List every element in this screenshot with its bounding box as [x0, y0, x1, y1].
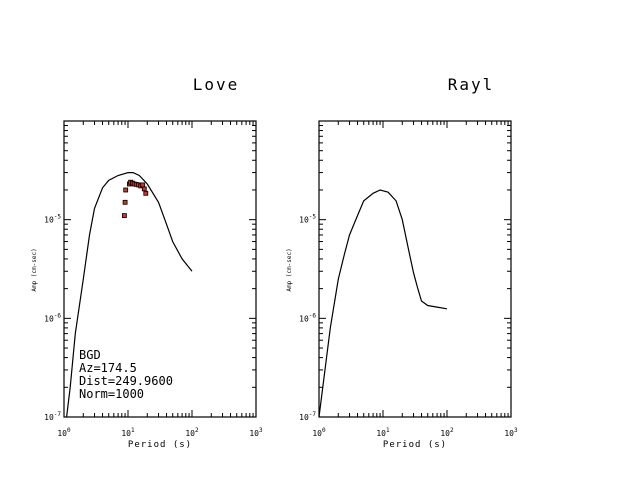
love-x-axis-label: Period (s) [128, 440, 192, 450]
love-ticks: 100 101 102 103 10-7 10-6 10-5 [44, 121, 263, 438]
love-data-point [140, 182, 146, 188]
rayl-title: Rayl [448, 75, 495, 94]
love-info-block: BGD Az=174.5 Dist=249.9600 Norm=1000 [79, 348, 173, 401]
love-curves [66, 172, 193, 418]
love-data-point [123, 187, 129, 193]
love-plot-frame [63, 120, 257, 418]
rayl-y-tick-label: 10-7 [299, 411, 316, 422]
love-x-tick-label: 101 [121, 427, 135, 438]
love-x-tick-label: 102 [185, 427, 199, 438]
station-label: BGD [79, 348, 101, 362]
love-y-tick-label: 10-5 [44, 214, 61, 225]
azimuth-label: Az=174.5 [79, 361, 137, 375]
rayl-x-tick-label: 100 [312, 427, 326, 438]
rayl-y-axis-label: Amp (cm-sec) [286, 248, 293, 291]
rayl-curves [318, 189, 448, 418]
rayl-x-tick-label: 102 [440, 427, 454, 438]
love-x-tick-label: 100 [57, 427, 71, 438]
rayl-panel: Rayl 100 101 102 103 10-7 10-6 10-5 Period (s)… [286, 75, 518, 450]
rayl-y-tick-label: 10-5 [299, 214, 316, 225]
love-x-tick-label: 103 [249, 427, 263, 438]
rayl-y-tick-label: 10-6 [299, 312, 316, 323]
rayl-plot-frame [318, 120, 512, 418]
distance-label: Dist=249.9600 [79, 374, 173, 388]
rayl-model-curve [318, 189, 448, 418]
love-y-tick-label: 10-6 [44, 312, 61, 323]
love-data-point [141, 186, 147, 192]
rayl-x-tick-label: 101 [376, 427, 390, 438]
love-y-tick-label: 10-7 [44, 411, 61, 422]
love-model-curve [66, 172, 193, 418]
rayl-x-axis-label: Period (s) [383, 440, 447, 450]
love-data-point [122, 199, 128, 205]
norm-label: Norm=1000 [79, 387, 144, 401]
love-data-point [143, 190, 149, 196]
rayl-ticks: 100 101 102 103 10-7 10-6 10-5 [299, 121, 518, 438]
love-data-point [122, 213, 127, 219]
rayl-x-tick-label: 103 [504, 427, 518, 438]
love-title: Love [193, 75, 240, 94]
love-y-axis-label: Amp (cm-sec) [31, 248, 38, 291]
love-panel: Love 100 101 102 103 10-7 10-6 10-5 Period (s)… [31, 75, 263, 450]
